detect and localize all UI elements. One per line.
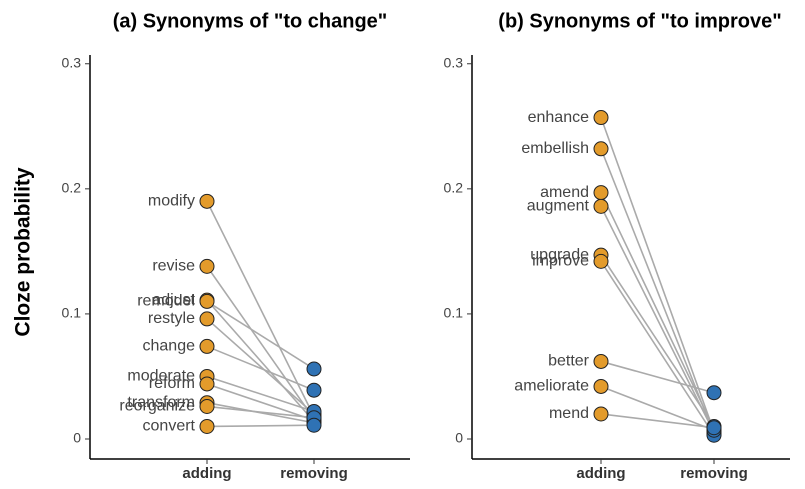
slope-line: [600, 385, 715, 431]
point-label: reorganize: [119, 398, 195, 415]
point: [593, 253, 609, 269]
point: [199, 311, 215, 327]
point-label: better: [548, 353, 590, 370]
slope-line: [600, 205, 715, 434]
chart-title: (a) Synonyms of "to change": [113, 10, 388, 32]
point: [306, 361, 322, 377]
y-tick-label: 0.1: [444, 305, 464, 321]
point-label: enhance: [528, 109, 589, 126]
point-label: change: [143, 338, 196, 355]
point: [306, 382, 322, 398]
slope-line: [206, 383, 315, 421]
slope-line: [206, 200, 315, 417]
y-axis-label: Cloze probability: [12, 167, 35, 337]
point: [199, 193, 215, 209]
y-tick-label: 0.2: [62, 180, 82, 196]
slope-line: [206, 424, 315, 428]
point: [593, 198, 609, 214]
point-label: ameliorate: [514, 378, 589, 395]
point: [593, 406, 609, 422]
point-label: restyle: [148, 310, 195, 327]
point: [199, 293, 215, 309]
point-label: augment: [527, 198, 590, 215]
slope-line: [206, 265, 315, 420]
point-label: embellish: [521, 140, 589, 157]
y-tick-label: 0: [73, 430, 81, 446]
slope-line: [206, 300, 315, 370]
point-label: amend: [540, 184, 589, 201]
point: [593, 110, 609, 126]
y-tick-label: 0.3: [62, 54, 82, 70]
point: [199, 418, 215, 434]
slope-line: [600, 413, 715, 429]
slope-line: [206, 375, 315, 413]
x-tick-label: removing: [680, 465, 748, 482]
slope-line: [206, 318, 315, 415]
slope-line: [600, 360, 715, 394]
slope-line: [600, 117, 715, 432]
point-label: upgrade: [530, 246, 589, 263]
y-tick-label: 0.2: [444, 180, 464, 196]
point: [199, 376, 215, 392]
point-label: convert: [143, 418, 196, 435]
point-label: transform: [127, 394, 195, 411]
slope-line: [206, 405, 315, 419]
x-tick-label: adding: [182, 465, 231, 482]
point-label: adjust: [152, 291, 195, 308]
y-tick-label: 0: [455, 430, 463, 446]
x-tick-label: adding: [576, 465, 625, 482]
slope-line: [600, 260, 715, 436]
y-tick-label: 0.1: [62, 305, 82, 321]
y-tick-label: 0.3: [444, 54, 464, 70]
chart-title: (b) Synonyms of "to improve": [498, 10, 781, 32]
x-tick-label: removing: [280, 465, 348, 482]
point: [199, 258, 215, 274]
point: [593, 378, 609, 394]
point: [593, 141, 609, 157]
slope-line: [600, 192, 715, 430]
point: [199, 338, 215, 354]
point: [706, 420, 722, 436]
point: [593, 353, 609, 369]
slope-line: [206, 345, 315, 391]
slope-line: [206, 299, 315, 423]
slope-line: [600, 254, 715, 427]
point-label: revise: [152, 258, 195, 275]
point-label: mend: [549, 405, 589, 422]
point-label: modify: [148, 193, 195, 210]
point: [593, 185, 609, 201]
point: [199, 398, 215, 414]
point-label: remodel: [137, 293, 195, 310]
slope-line: [600, 148, 715, 435]
point: [706, 385, 722, 401]
point: [306, 417, 322, 433]
point-label: reform: [149, 375, 195, 392]
point-label: moderate: [127, 368, 195, 385]
point-label: improve: [532, 253, 589, 270]
